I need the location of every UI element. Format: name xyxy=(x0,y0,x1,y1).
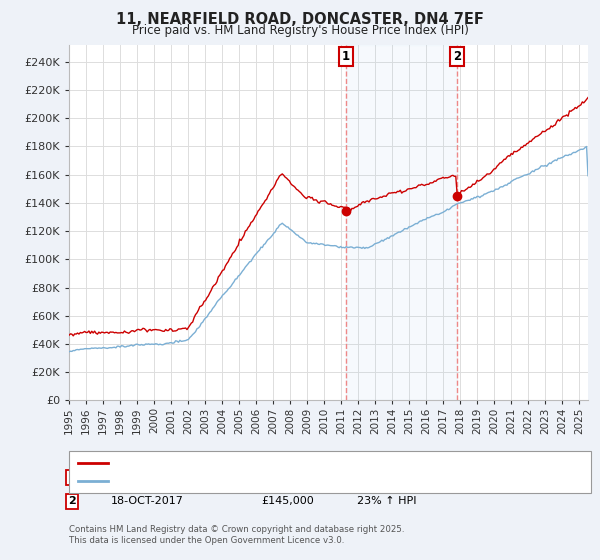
Text: £145,000: £145,000 xyxy=(261,496,314,506)
Text: 1: 1 xyxy=(68,472,76,482)
Text: 11, NEARFIELD ROAD, DONCASTER, DN4 7EF (semi-detached house): 11, NEARFIELD ROAD, DONCASTER, DN4 7EF (… xyxy=(112,458,470,468)
Text: 23% ↑ HPI: 23% ↑ HPI xyxy=(357,496,416,506)
Text: 2: 2 xyxy=(68,496,76,506)
Text: Contains HM Land Registry data © Crown copyright and database right 2025.
This d: Contains HM Land Registry data © Crown c… xyxy=(69,525,404,545)
Text: 18-OCT-2017: 18-OCT-2017 xyxy=(111,496,184,506)
Bar xyxy=(346,45,457,400)
Text: 11, NEARFIELD ROAD, DONCASTER, DN4 7EF: 11, NEARFIELD ROAD, DONCASTER, DN4 7EF xyxy=(116,12,484,27)
Text: £134,000: £134,000 xyxy=(261,472,314,482)
Text: 30-MAR-2011: 30-MAR-2011 xyxy=(111,472,185,482)
Text: Price paid vs. HM Land Registry's House Price Index (HPI): Price paid vs. HM Land Registry's House … xyxy=(131,24,469,37)
Text: 1: 1 xyxy=(341,50,350,63)
Text: HPI: Average price, semi-detached house, Doncaster: HPI: Average price, semi-detached house,… xyxy=(112,476,388,486)
Text: 2: 2 xyxy=(453,50,461,63)
Text: 32% ↑ HPI: 32% ↑ HPI xyxy=(357,472,416,482)
